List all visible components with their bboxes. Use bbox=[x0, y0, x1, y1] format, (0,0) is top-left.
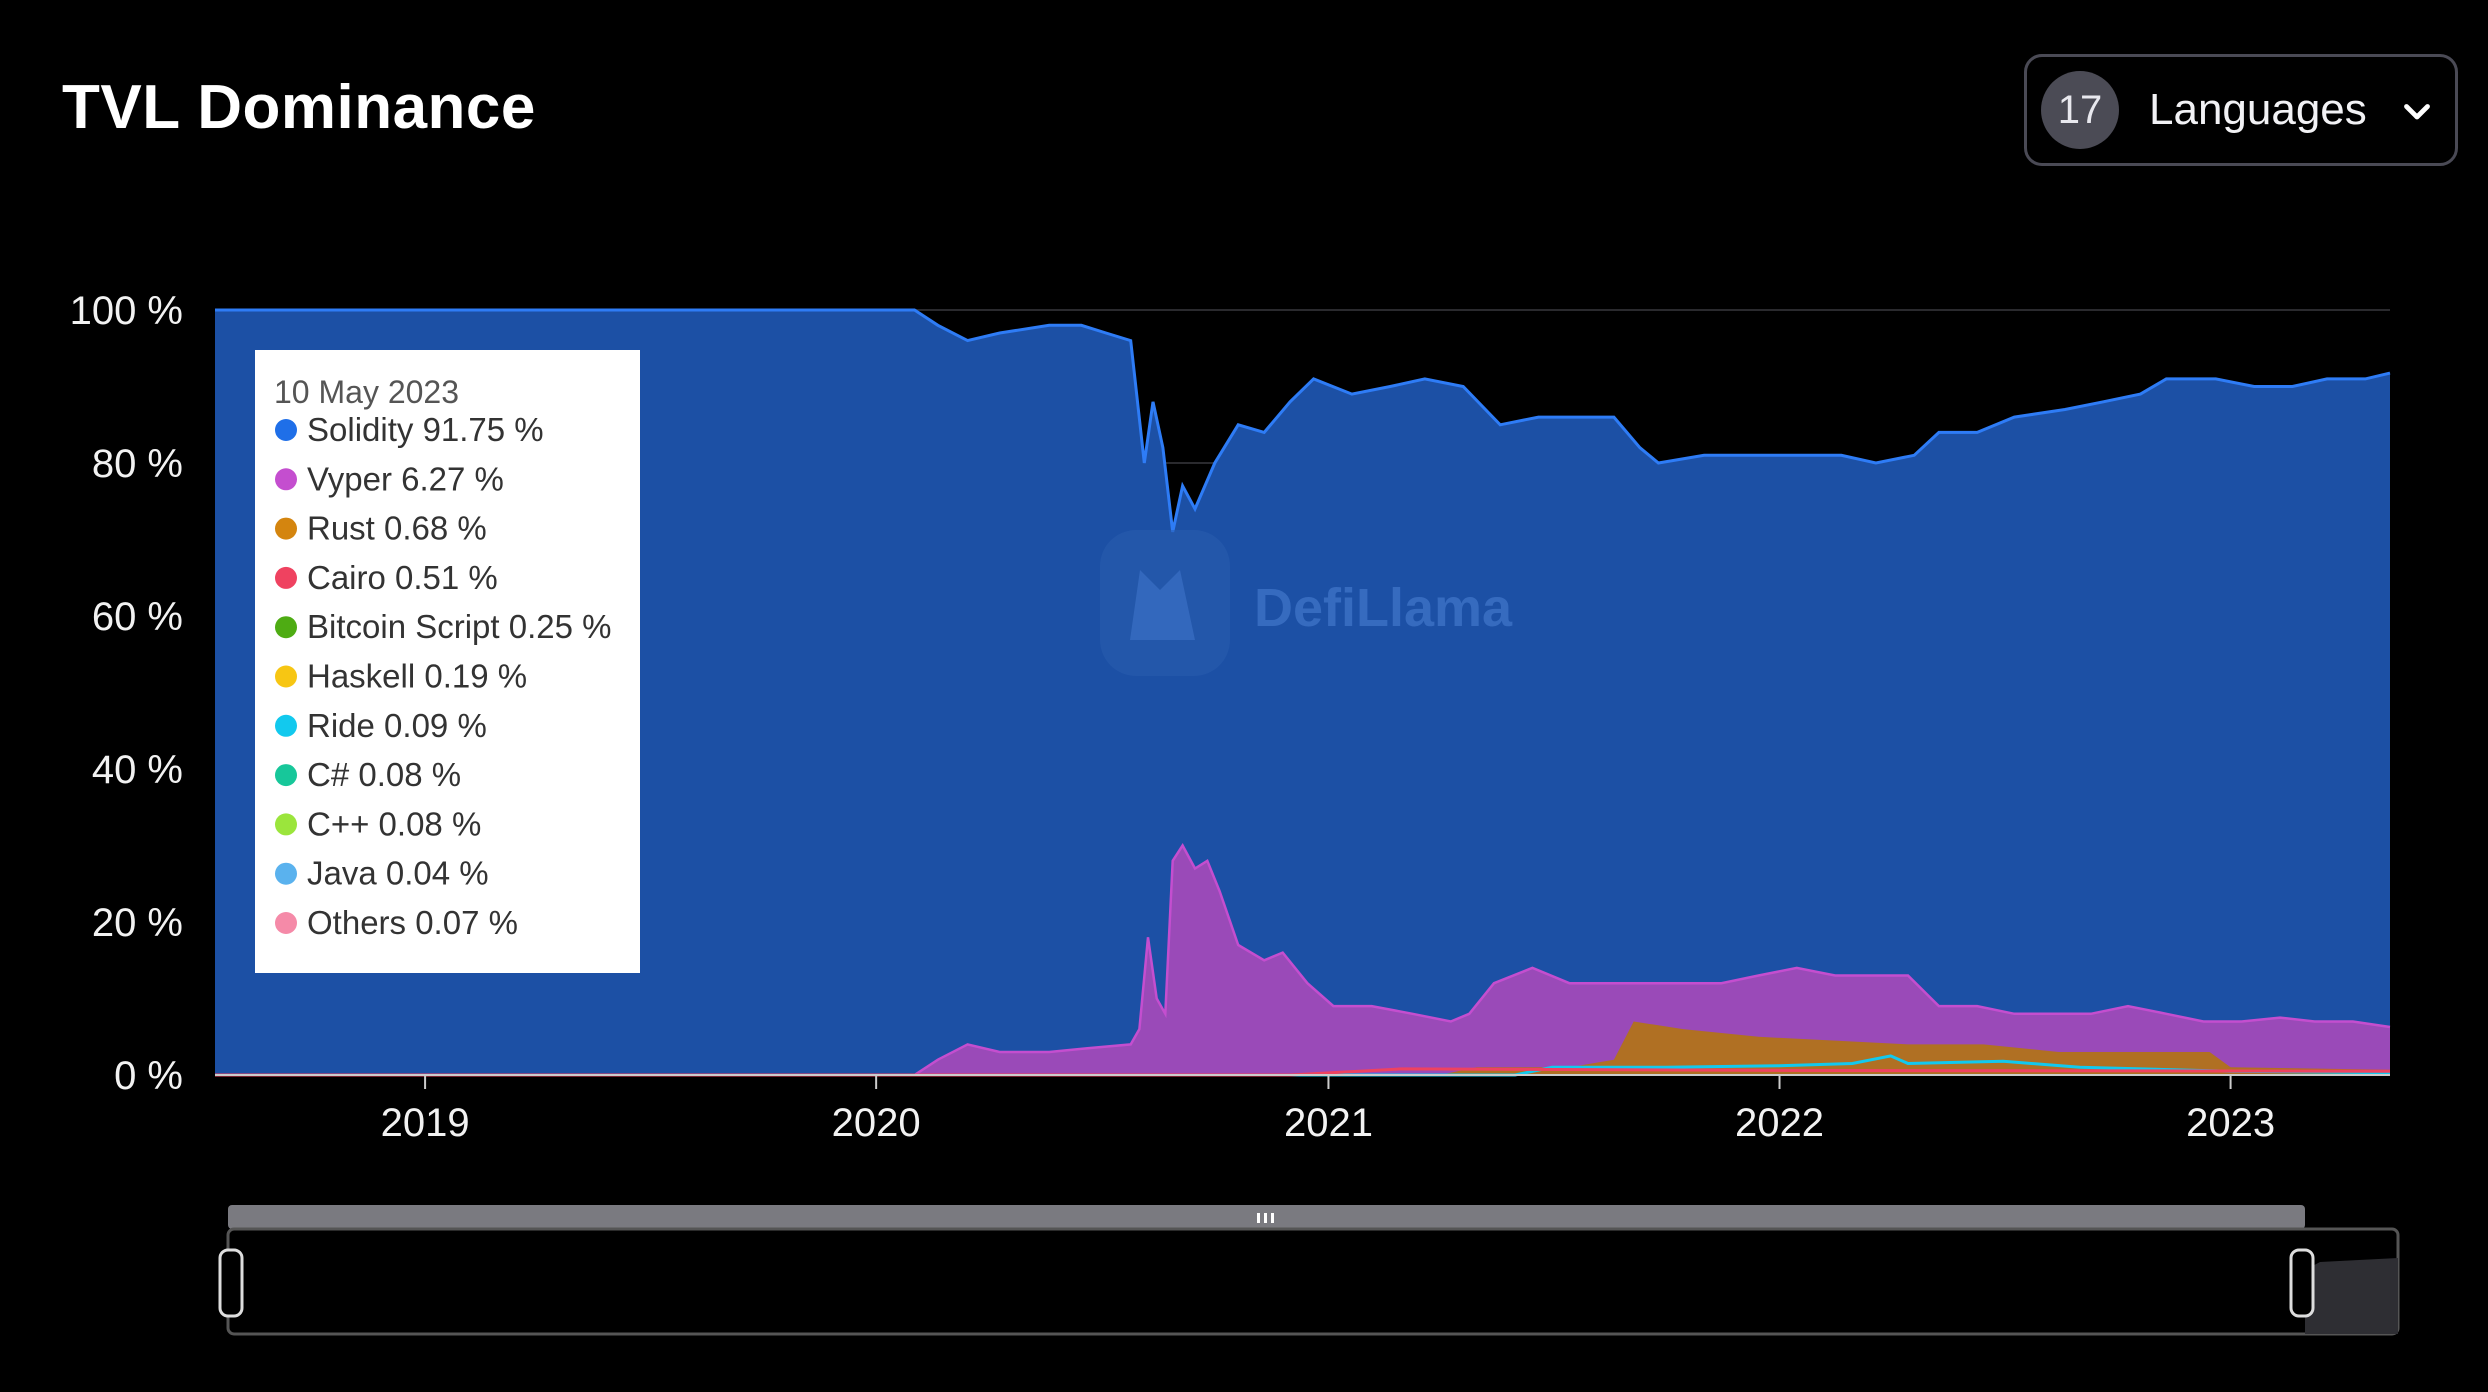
series-area-rust bbox=[215, 1021, 2390, 1075]
x-tick-label: 2019 bbox=[381, 1101, 470, 1145]
series-area-solidity bbox=[215, 310, 2390, 1075]
languages-dropdown-button[interactable]: 17 Languages bbox=[2024, 54, 2458, 166]
tooltip-series-value: 0.51 % bbox=[395, 559, 498, 596]
tooltip-row: Haskell 0.19 % bbox=[275, 658, 527, 695]
legend-dot-icon bbox=[275, 566, 297, 589]
y-tick-label: 100 % bbox=[70, 289, 183, 333]
chart-tooltip: 10 May 2023 Solidity 91.75 % Vyper 6.27 %… bbox=[255, 350, 640, 973]
tooltip-series-name: Haskell bbox=[307, 658, 424, 695]
series-line-vyper bbox=[215, 843, 2391, 1077]
legend-dot-icon bbox=[275, 517, 297, 540]
tooltip-series: Solidity 91.75 % bbox=[307, 411, 544, 448]
series-area-vyper bbox=[215, 845, 2390, 1075]
tooltip-series: Bitcoin Script 0.25 % bbox=[307, 608, 612, 645]
tooltip-series-value: 0.25 % bbox=[509, 608, 612, 645]
tooltip-series-value: 0.19 % bbox=[424, 658, 527, 695]
tooltip-series-value: 91.75 % bbox=[423, 411, 544, 448]
tooltip-row: Ride 0.09 % bbox=[275, 707, 487, 744]
tooltip-series-name: C# bbox=[307, 756, 358, 793]
legend-dot-icon bbox=[275, 912, 297, 934]
tooltip-series-value: 0.09 % bbox=[384, 707, 487, 744]
tooltip-series: C# 0.08 % bbox=[307, 756, 461, 793]
tooltip-series-name: Java bbox=[307, 855, 386, 892]
x-tick-label: 2022 bbox=[1735, 1101, 1824, 1145]
language-count-badge: 17 bbox=[2041, 71, 2119, 149]
tooltip-series-name: Vyper bbox=[307, 460, 401, 497]
tooltip-row: C++ 0.08 % bbox=[275, 805, 481, 842]
languages-label: Languages bbox=[2149, 85, 2367, 134]
x-tick-label: 2021 bbox=[1284, 1101, 1373, 1145]
tooltip-date: 10 May 2023 bbox=[274, 374, 459, 410]
tooltip-series-value: 0.68 % bbox=[384, 510, 487, 547]
y-tick-label: 20 % bbox=[92, 901, 183, 945]
x-tick-label: 2023 bbox=[2186, 1101, 2275, 1145]
tooltip-row: Rust 0.68 % bbox=[275, 510, 487, 547]
tooltip-series-name: C++ bbox=[307, 805, 379, 842]
zoom-slider[interactable] bbox=[218, 1205, 2400, 1336]
svg-text:DefiLlama: DefiLlama bbox=[1254, 578, 1513, 638]
stacked-areas bbox=[215, 308, 2391, 1077]
y-tick-label: 80 % bbox=[92, 442, 183, 486]
tooltip-row: Bitcoin Script 0.25 % bbox=[275, 608, 612, 645]
y-tick-label: 40 % bbox=[92, 748, 183, 792]
zoom-handle-right[interactable] bbox=[2289, 1248, 2315, 1318]
y-axis: 0 % 20 % 40 % 60 % 80 % 100 % bbox=[70, 289, 183, 1098]
legend-dot-icon bbox=[275, 764, 297, 787]
tooltip-series: Cairo 0.51 % bbox=[307, 559, 498, 596]
tooltip-series: C++ 0.08 % bbox=[307, 805, 481, 842]
y-tick-label: 0 % bbox=[114, 1054, 183, 1098]
tooltip-row: Others 0.07 % bbox=[275, 904, 518, 941]
tooltip-series-name: Solidity bbox=[307, 411, 423, 448]
tooltip-row: Vyper 6.27 % bbox=[275, 460, 504, 497]
defillama-watermark: DefiLlama bbox=[1100, 530, 1513, 676]
tooltip-series-value: 0.04 % bbox=[386, 855, 489, 892]
tooltip-row: C# 0.08 % bbox=[275, 756, 461, 793]
tooltip-series-name: Cairo bbox=[307, 559, 395, 596]
tooltip-series-value: 6.27 % bbox=[401, 460, 504, 497]
tooltip-row: Solidity 91.75 % bbox=[275, 411, 544, 448]
tooltip-series-name: Rust bbox=[307, 510, 384, 547]
legend-dot-icon bbox=[275, 665, 297, 688]
legend-dot-icon bbox=[275, 862, 297, 885]
tooltip-row: Cairo 0.51 % bbox=[275, 559, 498, 596]
tooltip-series-value: 0.07 % bbox=[415, 904, 518, 941]
tooltip-series: Rust 0.68 % bbox=[307, 510, 487, 547]
tooltip-series: Others 0.07 % bbox=[307, 904, 518, 941]
page-title: TVL Dominance bbox=[62, 73, 536, 142]
tooltip-row: Java 0.04 % bbox=[275, 855, 489, 892]
tooltip-series-name: Ride bbox=[307, 707, 384, 744]
tooltip-series-value: 0.08 % bbox=[379, 805, 482, 842]
tooltip-series: Haskell 0.19 % bbox=[307, 658, 527, 695]
series-line-solidity bbox=[215, 308, 2391, 533]
x-tick-label: 2020 bbox=[832, 1101, 921, 1145]
zoom-preview-area bbox=[2305, 1258, 2398, 1334]
tooltip-series: Ride 0.09 % bbox=[307, 707, 487, 744]
tooltip-series: Vyper 6.27 % bbox=[307, 460, 504, 497]
legend-dot-icon bbox=[275, 468, 297, 491]
chevron-down-icon bbox=[2404, 104, 2430, 120]
tooltip-series: Java 0.04 % bbox=[307, 855, 489, 892]
tooltip-series-name: Bitcoin Script bbox=[307, 608, 509, 645]
y-tick-label: 60 % bbox=[92, 595, 183, 639]
drag-grip-icon bbox=[1257, 1213, 1274, 1223]
zoom-handle-left[interactable] bbox=[218, 1248, 244, 1318]
x-axis: 2019 2020 2021 2022 2023 bbox=[215, 1074, 2390, 1145]
tooltip-series-name: Others bbox=[307, 904, 415, 941]
legend-dot-icon bbox=[275, 419, 297, 441]
legend-dot-icon bbox=[275, 616, 297, 639]
legend-dot-icon bbox=[275, 714, 297, 737]
legend-dot-icon bbox=[275, 813, 297, 836]
tooltip-series-value: 0.08 % bbox=[358, 756, 461, 793]
zoom-window bbox=[226, 1227, 2400, 1336]
